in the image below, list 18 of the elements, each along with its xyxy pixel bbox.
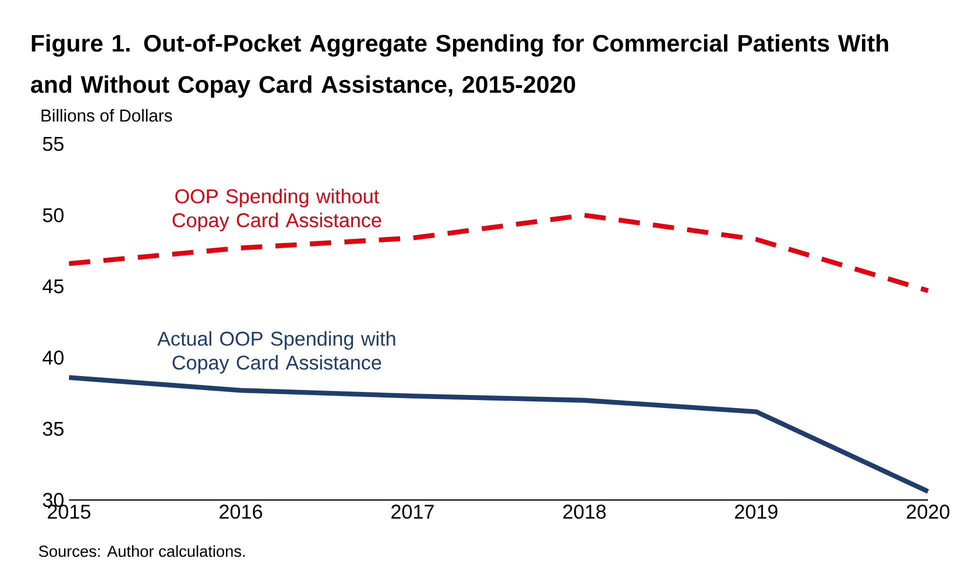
x-tick-label: 2016 <box>220 504 262 519</box>
x-tick-label: 2018 <box>563 504 606 519</box>
x-tick-label: 2017 <box>391 504 434 519</box>
x-tick-label: 2020 <box>906 504 950 519</box>
y-tick-label: 50 <box>42 208 64 222</box>
line-series <box>66 212 930 294</box>
x-tick-label: 2015 <box>48 504 90 519</box>
series-label: Actual OOP Spending with Copay Card Assistance <box>157 331 396 374</box>
series-label: OOP Spending without Copay Card Assistance <box>172 188 382 232</box>
y-tick-label: 40 <box>42 350 64 365</box>
source-note: Sources: Author calculations. <box>38 545 245 557</box>
y-tick-label: 35 <box>42 422 64 436</box>
y-tick-label: 45 <box>42 279 64 294</box>
x-tick-label: 2019 <box>735 504 778 519</box>
y-tick-label: 55 <box>42 137 64 151</box>
chart-title: Figure 1. Out-of-Pocket Aggregate Spending for Commercial Patients With and Without Copay Card Assistance, 2015-2020 <box>30 34 888 98</box>
line-series <box>66 375 930 494</box>
y-axis-title: Billions of Dollars <box>42 109 172 122</box>
